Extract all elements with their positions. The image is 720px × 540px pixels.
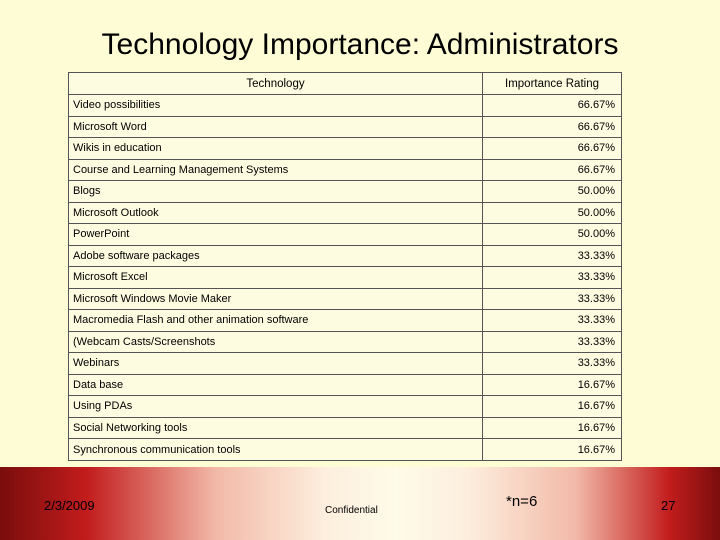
- technology-cell: Social Networking tools: [68, 416, 483, 440]
- table-row: (Webcam Casts/Screenshots 33.33%: [68, 330, 622, 354]
- importance-rating-cell: 66.67%: [482, 137, 622, 160]
- importance-rating-cell: 33.33%: [482, 352, 622, 375]
- table-row: Using PDAs 16.67%: [68, 395, 622, 418]
- column-header-importance-rating: Importance Rating: [482, 72, 622, 95]
- technology-cell: Data base: [68, 373, 483, 397]
- technology-cell: Webinars: [68, 352, 483, 375]
- technology-cell: Video possibilities: [68, 94, 483, 117]
- table-row: Wikis in education 66.67%: [68, 137, 622, 160]
- table-row: Microsoft Windows Movie Maker 33.33%: [68, 287, 622, 311]
- importance-rating-cell: 33.33%: [482, 266, 622, 289]
- importance-rating-cell: 16.67%: [482, 438, 622, 461]
- table-row: Microsoft Excel 33.33%: [68, 266, 622, 289]
- footer-confidential: Confidential: [325, 505, 378, 516]
- table-row: Synchronous communication tools 16.67%: [68, 438, 622, 461]
- importance-rating-cell: 66.67%: [482, 158, 622, 182]
- importance-rating-cell: 50.00%: [482, 223, 622, 246]
- importance-rating-cell: 50.00%: [482, 201, 622, 225]
- importance-rating-cell: 50.00%: [482, 180, 622, 203]
- table-row: Macromedia Flash and other animation sof…: [68, 309, 622, 332]
- table-row: Course and Learning Management Systems 66…: [68, 158, 622, 182]
- technology-cell: Microsoft Outlook: [68, 201, 483, 225]
- technology-cell: Microsoft Excel: [68, 266, 483, 289]
- importance-rating-cell: 16.67%: [482, 373, 622, 397]
- footer: 2/3/2009 Confidential *n=6 27: [0, 467, 720, 540]
- table-body: Video possibilities 66.67% Microsoft Word 6…: [68, 94, 622, 461]
- page-number: 27: [661, 498, 676, 513]
- importance-rating-cell: 33.33%: [482, 309, 622, 332]
- technology-cell: Adobe software packages: [68, 244, 483, 268]
- sample-size-note: *n=6: [506, 493, 538, 510]
- technology-cell: Microsoft Word: [68, 115, 483, 139]
- table-header-row: Technology Importance Rating: [68, 72, 622, 95]
- technology-cell: Blogs: [68, 180, 483, 203]
- table-row: PowerPoint 50.00%: [68, 223, 622, 246]
- technology-cell: Wikis in education: [68, 137, 483, 160]
- slide-title: Technology Importance: Administrators: [101, 28, 619, 61]
- table-row: Microsoft Word 66.67%: [68, 115, 622, 139]
- table-row: Social Networking tools 16.67%: [68, 416, 622, 440]
- table-row: Blogs 50.00%: [68, 180, 622, 203]
- technology-cell: Synchronous communication tools: [68, 438, 483, 461]
- technology-cell: Using PDAs: [68, 395, 483, 418]
- table-row: Webinars 33.33%: [68, 352, 622, 375]
- importance-rating-cell: 33.33%: [482, 244, 622, 268]
- column-header-technology: Technology: [68, 72, 483, 95]
- technology-table: Technology Importance Rating Video possi…: [68, 72, 622, 461]
- table-row: Microsoft Outlook 50.00%: [68, 201, 622, 225]
- table-row: Adobe software packages 33.33%: [68, 244, 622, 268]
- importance-rating-cell: 33.33%: [482, 287, 622, 311]
- table-row: Data base 16.67%: [68, 373, 622, 397]
- importance-rating-cell: 33.33%: [482, 330, 622, 354]
- table-row: Video possibilities 66.67%: [68, 94, 622, 117]
- technology-cell: (Webcam Casts/Screenshots: [68, 330, 483, 354]
- importance-rating-cell: 66.67%: [482, 94, 622, 117]
- technology-cell: PowerPoint: [68, 223, 483, 246]
- technology-cell: Course and Learning Management Systems: [68, 158, 483, 182]
- technology-cell: Macromedia Flash and other animation sof…: [68, 309, 483, 332]
- technology-cell: Microsoft Windows Movie Maker: [68, 287, 483, 311]
- importance-rating-cell: 16.67%: [482, 395, 622, 418]
- importance-rating-cell: 16.67%: [482, 416, 622, 440]
- footer-date: 2/3/2009: [44, 498, 95, 513]
- importance-rating-cell: 66.67%: [482, 115, 622, 139]
